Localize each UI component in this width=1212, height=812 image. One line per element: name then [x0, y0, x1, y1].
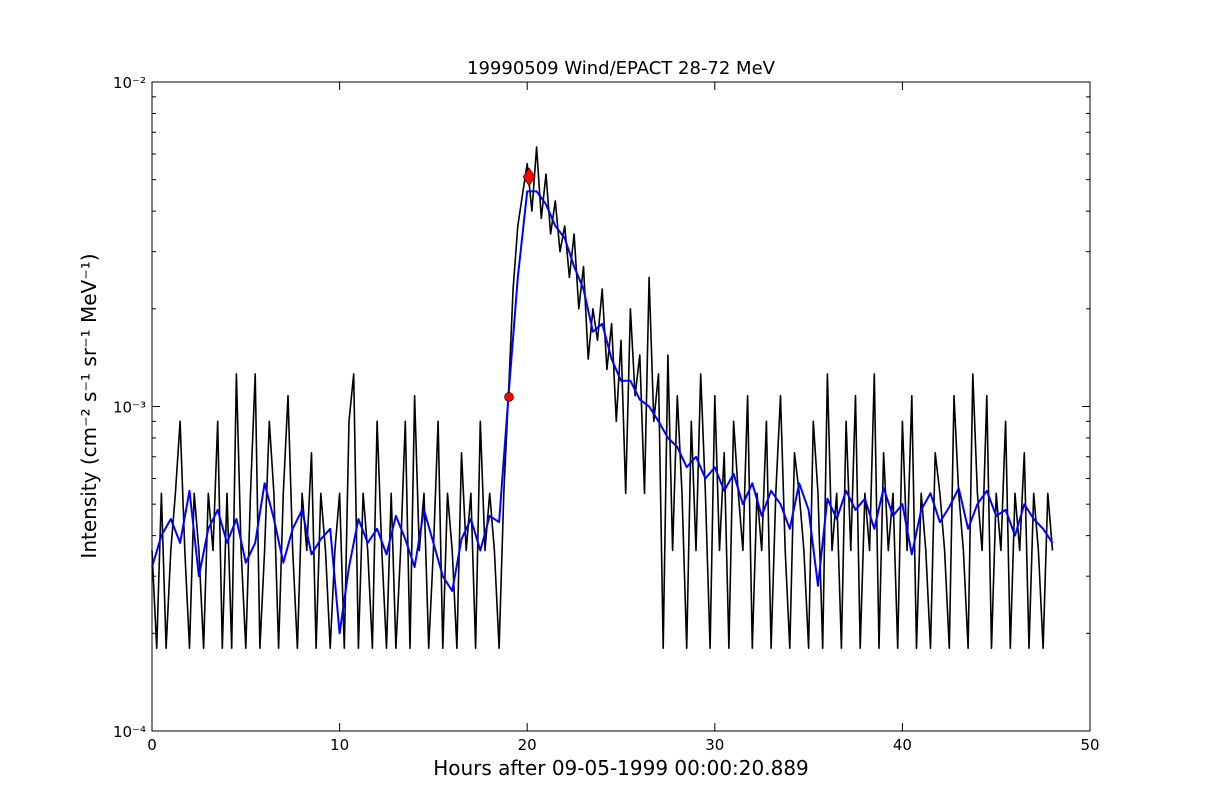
y-tick-label: 10⁻³	[113, 399, 146, 417]
x-tick-label: 10	[330, 736, 349, 754]
series-intensity-line	[151, 146, 1054, 650]
y-axis-label: Intensity (cm⁻² s⁻¹ sr⁻¹ MeV⁻¹)	[77, 253, 101, 558]
x-tick-label: 40	[893, 736, 912, 754]
chart-title: 19990509 Wind/EPACT 28-72 MeV	[467, 58, 776, 79]
x-tick-label: 30	[705, 736, 724, 754]
axis-ticks: 0 10 20 30 40 50 10⁻² 10⁻³ 10⁻⁴	[113, 74, 1100, 754]
peak-marker	[522, 167, 536, 187]
x-tick-label: 50	[1080, 736, 1099, 754]
plot-area	[151, 146, 1054, 650]
plot-frame	[151, 81, 1091, 732]
onset-marker	[504, 392, 514, 402]
y-tick-label: 10⁻⁴	[113, 723, 146, 741]
x-axis-label: Hours after 09-05-1999 00:00:20.889	[433, 756, 809, 780]
x-tick-label: 0	[147, 736, 157, 754]
series-smoothed-line	[151, 190, 1054, 635]
y-tick-label: 10⁻²	[113, 74, 146, 92]
x-tick-label: 20	[518, 736, 537, 754]
